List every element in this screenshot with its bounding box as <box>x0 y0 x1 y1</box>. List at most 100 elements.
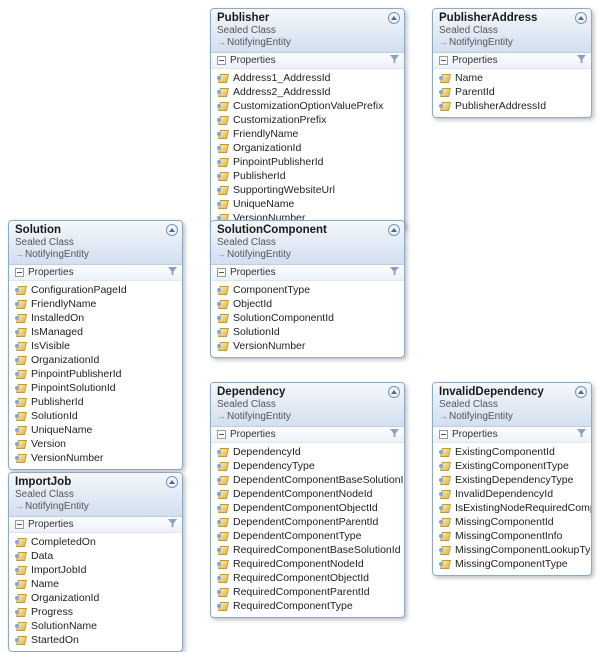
entity-inherits: NotifyingEntity <box>15 501 176 512</box>
properties-section-header[interactable]: Properties <box>433 427 591 443</box>
property-row[interactable]: RequiredComponentBaseSolutionId <box>215 543 400 557</box>
property-row[interactable]: OrganizationId <box>13 353 178 367</box>
property-row[interactable]: PinpointPublisherId <box>215 155 400 169</box>
expander-icon[interactable] <box>15 520 24 529</box>
filter-icon[interactable] <box>577 55 586 66</box>
property-row[interactable]: InstalledOn <box>13 311 178 325</box>
expander-icon[interactable] <box>217 430 226 439</box>
entity-header: ImportJobSealed ClassNotifyingEntity <box>9 473 182 517</box>
property-row[interactable]: Address2_AddressId <box>215 85 400 99</box>
property-row[interactable]: PublisherId <box>13 395 178 409</box>
property-row[interactable]: IsExistingNodeRequiredComponent <box>437 501 587 515</box>
property-row[interactable]: Progress <box>13 605 178 619</box>
entity-title: PublisherAddress <box>439 12 585 24</box>
collapse-icon[interactable] <box>166 476 178 488</box>
property-row[interactable]: ExistingComponentType <box>437 459 587 473</box>
property-row[interactable]: SolutionComponentId <box>215 311 400 325</box>
collapse-icon[interactable] <box>388 224 400 236</box>
property-row[interactable]: ObjectId <box>215 297 400 311</box>
properties-section-header[interactable]: Properties <box>9 517 182 533</box>
filter-icon[interactable] <box>390 429 399 440</box>
property-row[interactable]: SolutionId <box>215 325 400 339</box>
property-row[interactable]: CompletedOn <box>13 535 178 549</box>
property-row[interactable]: VersionNumber <box>215 339 400 353</box>
property-row[interactable]: StartedOn <box>13 633 178 647</box>
property-row[interactable]: Data <box>13 549 178 563</box>
expander-icon[interactable] <box>439 430 448 439</box>
property-row[interactable]: ExistingComponentId <box>437 445 587 459</box>
property-icon <box>439 461 451 471</box>
expander-icon[interactable] <box>15 268 24 277</box>
property-row[interactable]: Address1_AddressId <box>215 71 400 85</box>
expander-icon[interactable] <box>439 56 448 65</box>
property-row[interactable]: RequiredComponentType <box>215 599 400 613</box>
filter-icon[interactable] <box>390 267 399 278</box>
property-row[interactable]: ImportJobId <box>13 563 178 577</box>
filter-icon[interactable] <box>168 519 177 530</box>
collapse-icon[interactable] <box>388 12 400 24</box>
entity-inherits: NotifyingEntity <box>15 249 176 260</box>
collapse-icon[interactable] <box>575 386 587 398</box>
property-row[interactable]: PublisherAddressId <box>437 99 587 113</box>
collapse-icon[interactable] <box>575 12 587 24</box>
property-row[interactable]: PublisherId <box>215 169 400 183</box>
property-row[interactable]: IsManaged <box>13 325 178 339</box>
property-row[interactable]: UniqueName <box>13 423 178 437</box>
expander-icon[interactable] <box>217 268 226 277</box>
property-name: FriendlyName <box>31 298 96 310</box>
properties-section-header[interactable]: Properties <box>211 427 404 443</box>
property-row[interactable]: ExistingDependencyType <box>437 473 587 487</box>
properties-section-header[interactable]: Properties <box>211 53 404 69</box>
property-row[interactable]: DependentComponentParentId <box>215 515 400 529</box>
property-row[interactable]: MissingComponentId <box>437 515 587 529</box>
property-row[interactable]: FriendlyName <box>13 297 178 311</box>
properties-section-header[interactable]: Properties <box>211 265 404 281</box>
collapse-icon[interactable] <box>388 386 400 398</box>
property-row[interactable]: DependentComponentBaseSolutionId <box>215 473 400 487</box>
property-row[interactable]: SupportingWebsiteUrl <box>215 183 400 197</box>
property-row[interactable]: SolutionName <box>13 619 178 633</box>
property-row[interactable]: CustomizationPrefix <box>215 113 400 127</box>
property-row[interactable]: RequiredComponentObjectId <box>215 571 400 585</box>
property-row[interactable]: DependentComponentType <box>215 529 400 543</box>
properties-section-header[interactable]: Properties <box>433 53 591 69</box>
property-row[interactable]: OrganizationId <box>215 141 400 155</box>
property-row[interactable]: VersionNumber <box>13 451 178 465</box>
entity-invalidDependency: InvalidDependencySealed ClassNotifyingEn… <box>432 382 592 576</box>
expander-icon[interactable] <box>217 56 226 65</box>
collapse-icon[interactable] <box>166 224 178 236</box>
property-row[interactable]: ComponentType <box>215 283 400 297</box>
property-row[interactable]: CustomizationOptionValuePrefix <box>215 99 400 113</box>
property-name: Data <box>31 550 53 562</box>
property-row[interactable]: ParentId <box>437 85 587 99</box>
property-icon <box>217 447 229 457</box>
property-row[interactable]: DependencyId <box>215 445 400 459</box>
property-row[interactable]: OrganizationId <box>13 591 178 605</box>
properties-section-header[interactable]: Properties <box>9 265 182 281</box>
property-row[interactable]: Version <box>13 437 178 451</box>
filter-icon[interactable] <box>577 429 586 440</box>
filter-icon[interactable] <box>390 55 399 66</box>
property-row[interactable]: RequiredComponentNodeId <box>215 557 400 571</box>
property-row[interactable]: DependentComponentNodeId <box>215 487 400 501</box>
property-row[interactable]: DependentComponentObjectId <box>215 501 400 515</box>
property-row[interactable]: MissingComponentType <box>437 557 587 571</box>
property-row[interactable]: FriendlyName <box>215 127 400 141</box>
entity-header: PublisherSealed ClassNotifyingEntity <box>211 9 404 53</box>
property-row[interactable]: MissingComponentInfo <box>437 529 587 543</box>
property-row[interactable]: DependencyType <box>215 459 400 473</box>
property-row[interactable]: IsVisible <box>13 339 178 353</box>
property-row[interactable]: ConfigurationPageId <box>13 283 178 297</box>
property-icon <box>217 299 229 309</box>
property-row[interactable]: UniqueName <box>215 197 400 211</box>
filter-icon[interactable] <box>168 267 177 278</box>
property-row[interactable]: RequiredComponentParentId <box>215 585 400 599</box>
property-row[interactable]: Name <box>13 577 178 591</box>
property-row[interactable]: PinpointSolutionId <box>13 381 178 395</box>
property-row[interactable]: InvalidDependencyId <box>437 487 587 501</box>
property-icon <box>217 157 229 167</box>
property-row[interactable]: MissingComponentLookupType <box>437 543 587 557</box>
property-row[interactable]: PinpointPublisherId <box>13 367 178 381</box>
property-row[interactable]: SolutionId <box>13 409 178 423</box>
property-row[interactable]: Name <box>437 71 587 85</box>
